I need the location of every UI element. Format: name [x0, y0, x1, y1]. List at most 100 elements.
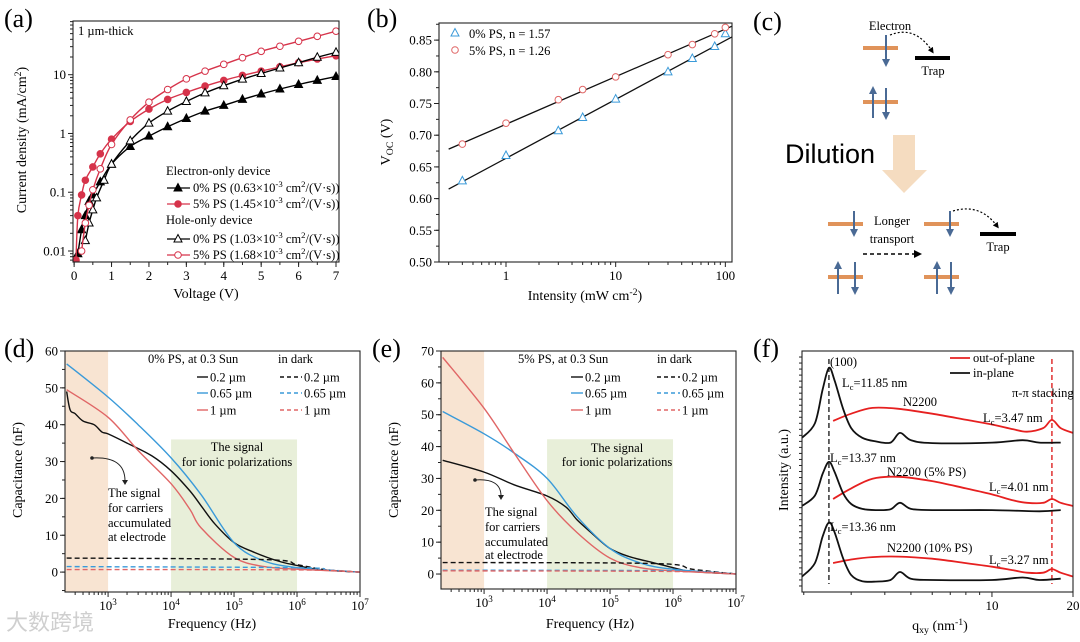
legend-label-part: 0.2 µm — [210, 371, 246, 385]
series-line — [66, 568, 360, 573]
longer-label: Longer — [874, 214, 911, 228]
data-point — [144, 117, 154, 127]
data-point — [125, 135, 136, 145]
trap-label: Trap — [921, 64, 944, 78]
x-tick-label: 10 — [985, 598, 998, 613]
dilution-label: Dilution — [785, 139, 875, 169]
series-6 — [66, 568, 360, 573]
data-point — [458, 140, 467, 148]
legend-header-part: 5% PS, at 0.3 Sun — [518, 352, 609, 366]
legend-label-part: 0% PS (0.63×10 — [193, 181, 275, 195]
legend-header-part: in dark — [657, 352, 693, 366]
x-tick-label: 107 — [351, 597, 369, 613]
data-point — [502, 119, 510, 127]
data-point — [331, 70, 339, 81]
y-axis-label-part: Intensity (a.u.) — [777, 429, 792, 511]
data-point — [721, 23, 730, 32]
data-point — [81, 176, 90, 185]
y-tick-label: 0.55 — [409, 223, 432, 238]
data-point — [73, 256, 80, 262]
data-point — [218, 80, 229, 90]
x-tick-label-part: 10 — [601, 595, 614, 610]
annotation: for carriers — [485, 520, 540, 534]
legend-label: 5% PS, n = 1.26 — [469, 44, 550, 58]
legend-label: 0.65 µm — [585, 387, 627, 401]
series-line — [442, 410, 736, 575]
data-point — [162, 105, 173, 115]
x-tick-label: 1 — [108, 268, 115, 283]
annotation-part: L — [830, 451, 838, 465]
y-axis-label: VOC (V) — [379, 118, 396, 165]
chart-a: 0 1 2 3 4 5 6 7 0.01 0.1 1 10 Voltage (V) Current den… — [13, 20, 340, 302]
data-point — [331, 46, 339, 56]
annotation: N2200 (5% PS) — [887, 465, 966, 479]
data-point — [577, 111, 588, 121]
y-tick-label-part: 60 — [421, 375, 434, 390]
watermark-logo: 大数跨境 — [6, 611, 94, 636]
x-tick-label: 1 — [503, 268, 510, 283]
data-point — [162, 121, 173, 131]
trap-label: Trap — [986, 240, 1009, 254]
x-tick-label: 20 — [1067, 598, 1080, 613]
legend-label-part: 0.65 µm — [210, 387, 252, 401]
data-point — [200, 105, 210, 115]
series-line — [66, 565, 360, 573]
data-point — [293, 78, 304, 89]
x-tick-label-part: 3 — [112, 597, 117, 607]
data-point — [237, 73, 248, 83]
x-tick-label: 105 — [225, 597, 243, 613]
x-axis-label-part: Intensity (mW cm — [528, 289, 630, 304]
y-tick-label-part: 0 — [428, 567, 435, 582]
series-4 — [442, 561, 736, 575]
annotation-part: The signal — [108, 486, 161, 500]
data-point — [182, 75, 191, 83]
x-tick-label-part: 5 — [258, 268, 265, 283]
data-point — [145, 105, 153, 113]
x-tick-label-part: 5 — [238, 597, 243, 607]
data-point — [77, 247, 86, 255]
x-tick-label-part: 10 — [351, 598, 364, 613]
legend-label-part: 2 — [301, 195, 305, 205]
data-point — [293, 57, 304, 67]
y-tick-label-part: 0.1 — [50, 185, 66, 200]
data-point — [89, 186, 97, 194]
y-tick-label-part: 0.55 — [409, 223, 432, 238]
series-line — [442, 561, 736, 575]
annotation-part: at electrode — [485, 548, 543, 562]
y-tick-label-part: 30 — [45, 454, 58, 469]
x-tick-label: 105 — [601, 594, 619, 610]
legend-label-part: /(V·s)) — [305, 232, 339, 246]
x-tick-label-part: 10 — [225, 598, 238, 613]
x-tick-label: 5 — [258, 268, 265, 283]
legend-label-part: -3 — [275, 246, 283, 256]
data-point — [687, 52, 698, 63]
annotation: Lc=4.01 nm — [989, 480, 1049, 496]
series-line — [832, 555, 1073, 578]
fit-line — [448, 36, 732, 190]
data-point — [709, 40, 720, 50]
legend-marker — [450, 27, 460, 37]
y-tick-label: 20 — [45, 491, 58, 506]
legend-label-part: 1 µm — [585, 404, 612, 418]
annotation: for ionic polarizations — [182, 455, 293, 469]
data-point — [313, 32, 322, 41]
annotation-part: (100) — [830, 355, 857, 369]
legend-label-part: 0.65 µm — [682, 387, 724, 401]
legend-label-part: 0.2 µm — [304, 371, 340, 385]
annotation: The signal — [485, 505, 538, 519]
data-point — [200, 87, 210, 97]
legend-label: in-plane — [973, 366, 1014, 380]
data-point — [710, 29, 719, 38]
data-point — [312, 74, 323, 84]
legend-marker — [173, 233, 183, 243]
annotation-part: for carriers — [108, 501, 163, 515]
data-point — [201, 67, 209, 75]
legend-marker — [173, 182, 183, 192]
y-tick-label-part: 0.80 — [409, 64, 432, 79]
x-axis-label-part: Frequency (Hz) — [168, 617, 257, 632]
plot-area — [441, 351, 736, 589]
annotation-part: The signal — [591, 441, 644, 455]
y-axis-label-part: (V) — [379, 118, 394, 141]
x-axis-label-part: xy — [919, 625, 929, 636]
